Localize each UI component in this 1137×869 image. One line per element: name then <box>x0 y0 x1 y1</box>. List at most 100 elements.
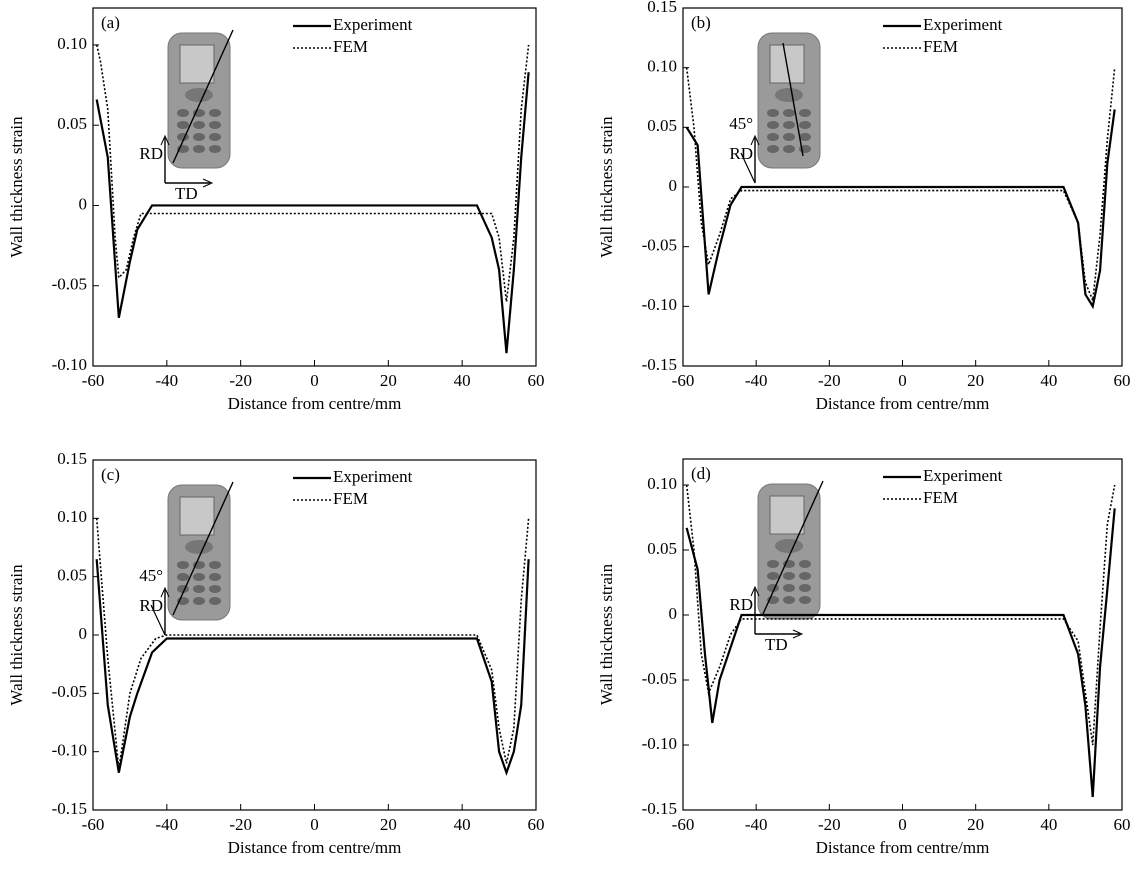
phone-key <box>209 133 221 141</box>
legend-label: Experiment <box>923 466 1003 485</box>
y-tick-label: -0.10 <box>52 355 87 374</box>
y-axis-label: Wall thickness strain <box>7 116 26 258</box>
x-tick-label: 20 <box>967 815 984 834</box>
y-tick-label: 0.15 <box>647 0 677 16</box>
y-tick-label: -0.15 <box>642 355 677 374</box>
legend-label: FEM <box>923 488 958 507</box>
x-tick-label: 20 <box>380 371 397 390</box>
phone-key <box>193 585 205 593</box>
phone-button <box>775 539 803 553</box>
phone-key <box>209 109 221 117</box>
legend-label: Experiment <box>923 15 1003 34</box>
phone-screen <box>179 496 215 536</box>
x-tick-label: 0 <box>310 371 319 390</box>
phone-key <box>767 572 779 580</box>
phone-key <box>783 133 795 141</box>
rd-arrowhead <box>750 134 760 146</box>
phone-key <box>193 145 205 153</box>
x-tick-label: 0 <box>898 371 907 390</box>
phone-key <box>767 121 779 129</box>
x-tick-label: 40 <box>454 815 471 834</box>
phone-key <box>177 573 189 581</box>
phone-key <box>193 597 205 605</box>
y-tick-label: -0.15 <box>642 799 677 818</box>
phone-key <box>193 573 205 581</box>
y-tick-label: -0.15 <box>52 799 87 818</box>
phone-key <box>767 109 779 117</box>
phone-key <box>767 133 779 141</box>
phone-key <box>177 121 189 129</box>
phone-icon <box>757 32 821 169</box>
phone-key <box>209 561 221 569</box>
x-axis-label: Distance from centre/mm <box>816 394 990 413</box>
y-axis-label: Wall thickness strain <box>597 116 616 258</box>
y-tick-label: 0.05 <box>57 114 87 133</box>
x-tick-label: -40 <box>745 371 768 390</box>
td-arrowhead <box>202 178 214 188</box>
y-axis-label: Wall thickness strain <box>597 563 616 705</box>
y-tick-label: 0.15 <box>57 449 87 468</box>
x-tick-label: -60 <box>672 815 695 834</box>
legend-label: FEM <box>923 37 958 56</box>
phone-key <box>783 121 795 129</box>
data-line <box>685 484 1116 746</box>
x-tick-label: -60 <box>82 371 105 390</box>
y-tick-label: 0.05 <box>57 566 87 585</box>
x-tick-label: -20 <box>229 815 252 834</box>
x-tick-label: 60 <box>528 371 545 390</box>
phone-key <box>799 121 811 129</box>
y-tick-label: 0.10 <box>57 507 87 526</box>
x-tick-label: -20 <box>229 371 252 390</box>
phone-key <box>209 597 221 605</box>
y-tick-label: 0.10 <box>57 34 87 53</box>
phone-key <box>799 560 811 568</box>
data-line <box>95 518 530 770</box>
y-tick-label: 0 <box>79 624 88 643</box>
phone-icon <box>167 484 231 621</box>
phone-key <box>767 560 779 568</box>
x-axis-label: Distance from centre/mm <box>228 838 402 857</box>
x-tick-label: 60 <box>1114 815 1131 834</box>
data-line <box>685 67 1116 301</box>
x-tick-label: -20 <box>818 815 841 834</box>
phone-key <box>799 584 811 592</box>
phone-key <box>783 145 795 153</box>
data-line <box>685 109 1116 310</box>
legend-label: Experiment <box>333 467 413 486</box>
y-tick-label: -0.05 <box>52 275 87 294</box>
data-line <box>95 72 530 354</box>
legend-label: FEM <box>333 37 368 56</box>
data-line <box>95 44 530 302</box>
phone-key <box>783 109 795 117</box>
phone-key <box>799 109 811 117</box>
phone-key <box>783 572 795 580</box>
y-tick-label: -0.10 <box>642 295 677 314</box>
x-tick-label: 40 <box>1040 815 1057 834</box>
annotation: TD <box>765 635 788 654</box>
angle-line <box>150 604 166 636</box>
phone-icon <box>167 32 231 169</box>
phone-button <box>775 88 803 102</box>
y-tick-label: 0.05 <box>647 539 677 558</box>
phone-key <box>799 133 811 141</box>
x-tick-label: -20 <box>818 371 841 390</box>
y-tick-label: -0.10 <box>52 741 87 760</box>
y-tick-label: -0.05 <box>642 669 677 688</box>
strain-direction <box>782 42 804 157</box>
legend-label: Experiment <box>333 15 413 34</box>
rd-arrowhead <box>750 585 760 597</box>
angle-line <box>740 152 756 184</box>
x-tick-label: 60 <box>528 815 545 834</box>
phone-key <box>767 145 779 153</box>
phone-key <box>177 109 189 117</box>
x-tick-label: 60 <box>1114 371 1131 390</box>
y-tick-label: -0.05 <box>642 236 677 255</box>
x-tick-label: 20 <box>967 371 984 390</box>
annotation: RD <box>139 144 163 163</box>
x-tick-label: 40 <box>454 371 471 390</box>
strain-direction <box>762 480 824 615</box>
phone-key <box>177 561 189 569</box>
panel-label: (d) <box>691 464 711 483</box>
phone-button <box>185 540 213 554</box>
legend-label: FEM <box>333 489 368 508</box>
